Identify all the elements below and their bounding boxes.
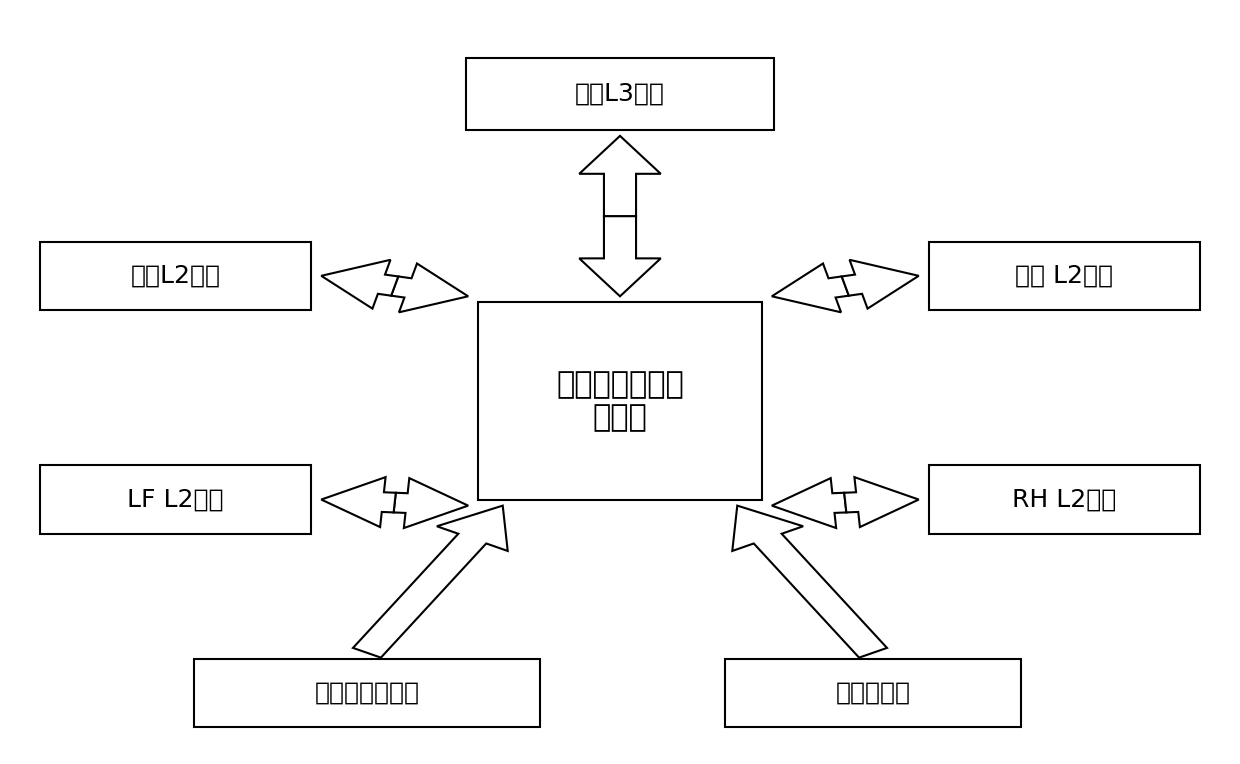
FancyBboxPatch shape [479, 303, 761, 500]
FancyBboxPatch shape [40, 465, 311, 534]
Polygon shape [321, 478, 396, 527]
FancyBboxPatch shape [466, 58, 774, 130]
Polygon shape [842, 260, 919, 309]
FancyBboxPatch shape [195, 659, 539, 727]
Polygon shape [353, 506, 507, 658]
Text: 液相线计算模块: 液相线计算模块 [315, 681, 419, 705]
FancyBboxPatch shape [40, 241, 311, 310]
Polygon shape [391, 264, 469, 312]
Polygon shape [771, 478, 847, 528]
FancyBboxPatch shape [929, 465, 1200, 534]
Polygon shape [771, 264, 849, 312]
FancyBboxPatch shape [725, 659, 1022, 727]
Polygon shape [844, 478, 919, 527]
FancyBboxPatch shape [929, 241, 1200, 310]
Text: RH L2系统: RH L2系统 [1012, 487, 1116, 512]
Polygon shape [393, 478, 469, 528]
Polygon shape [321, 260, 398, 309]
Text: LF L2系统: LF L2系统 [128, 487, 224, 512]
Polygon shape [579, 136, 661, 216]
Text: 转炉L2系统: 转炉L2系统 [130, 264, 221, 288]
Text: 工位目标温度计
算模型: 工位目标温度计 算模型 [556, 370, 684, 432]
Text: 连铸 L2系统: 连铸 L2系统 [1016, 264, 1114, 288]
Polygon shape [733, 506, 887, 658]
Text: 自学习模块: 自学习模块 [836, 681, 910, 705]
Polygon shape [579, 216, 661, 296]
Text: 炼钢L3系统: 炼钢L3系统 [575, 82, 665, 105]
